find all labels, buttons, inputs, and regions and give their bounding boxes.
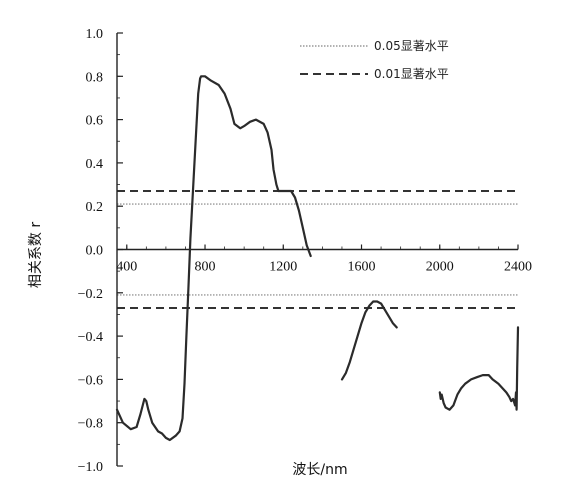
y-axis-title: 相关系数 r [28, 222, 44, 288]
y-tick-label: 1.0 [86, 27, 104, 42]
correlation-line [438, 326, 520, 411]
x-axis-title: 波长/nm [292, 462, 347, 478]
y-tick-label: −0.4 [78, 330, 103, 345]
x-tick-label: 1600 [348, 260, 376, 275]
x-tick-label: 2000 [426, 260, 454, 275]
axes: 1.0 0.8 0.6 0.4 0.2 0.0 −0.2 −0.4 −0.6 −0.8 −1.0 40… [78, 27, 532, 475]
correlation-line [115, 75, 312, 442]
x-tick-label: 400 [116, 260, 137, 275]
y-tick-label: 0.2 [86, 200, 104, 215]
legend-label: 0.01显著水平 [374, 67, 449, 81]
y-tick-label: 0.6 [86, 114, 104, 129]
y-tick-label: −0.8 [78, 417, 103, 432]
y-tick-label: 0.8 [86, 70, 104, 85]
legend-label: 0.05显著水平 [374, 39, 449, 53]
correlation-series [115, 75, 520, 442]
legend: 0.05显著水平 0.01显著水平 [300, 39, 449, 81]
correlation-line [340, 300, 398, 381]
x-tick-label: 2400 [504, 260, 532, 275]
x-tick-label: 1200 [269, 260, 297, 275]
y-tick-label: 0.0 [86, 244, 104, 259]
significance-lines [117, 190, 518, 309]
y-tick-label: −0.6 [78, 373, 103, 388]
y-tick-label: −1.0 [78, 460, 103, 475]
x-tick-label: 800 [195, 260, 216, 275]
y-tick-label: 0.4 [86, 157, 104, 172]
y-tick-label: −0.2 [78, 287, 103, 302]
